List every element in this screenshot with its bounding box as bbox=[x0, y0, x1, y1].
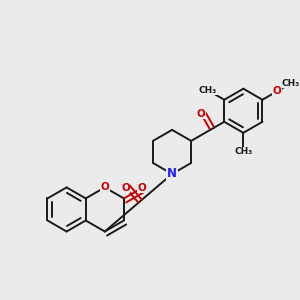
Text: O: O bbox=[100, 182, 109, 192]
Text: O: O bbox=[138, 183, 146, 193]
Text: N: N bbox=[167, 167, 177, 181]
Text: O: O bbox=[272, 86, 281, 97]
Text: CH₃: CH₃ bbox=[199, 86, 217, 95]
Text: O: O bbox=[121, 183, 130, 193]
Text: O: O bbox=[196, 109, 205, 118]
Text: CH₃: CH₃ bbox=[281, 79, 300, 88]
Text: CH₃: CH₃ bbox=[234, 147, 253, 156]
